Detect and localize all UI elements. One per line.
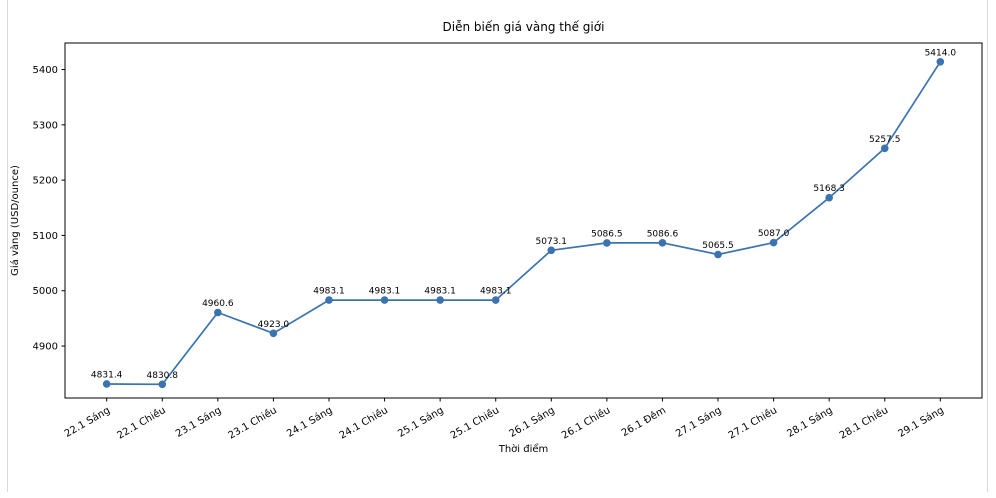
data-point-marker: [269, 329, 278, 338]
y-axis-title: Giá vàng (USD/ounce): [9, 165, 21, 276]
data-point-marker: [714, 250, 722, 259]
x-axis-tick-label: 26.1 Đêm: [619, 404, 668, 439]
x-axis-tick-label: 28.1 Sáng: [785, 404, 835, 440]
data-point-marker: [880, 144, 889, 153]
data-point-marker: [658, 239, 667, 247]
y-axis-tick-label: 5000: [33, 286, 58, 297]
x-axis-tick-label: 25.1 Sáng: [396, 404, 446, 440]
data-point-label: 5086.6: [647, 229, 679, 239]
x-axis-tick-label: 24.1 Chiều: [337, 404, 390, 441]
x-axis-tick-label: 24.1 Sáng: [285, 404, 335, 440]
x-axis-tick-label: 22.1 Chiều: [115, 404, 168, 441]
y-axis-tick-label: 5100: [33, 231, 58, 242]
page-right-edge: [987, 0, 988, 492]
data-point-label: 4983.1: [480, 287, 512, 297]
data-point-marker: [491, 296, 500, 304]
data-point-label: 4923.0: [258, 320, 290, 330]
x-axis-tick-label: 27.1 Chiều: [726, 404, 779, 441]
data-point-label: 5086.5: [591, 229, 623, 239]
data-point-label: 4830.8: [147, 371, 179, 381]
data-point-label: 5087.0: [758, 229, 790, 239]
data-point-label: 4831.4: [91, 370, 123, 380]
y-axis-tick-label: 5200: [33, 176, 58, 187]
data-point-label: 4983.1: [369, 287, 401, 297]
price-line: [106, 61, 942, 386]
x-axis-tick-label: 26.1 Chiều: [560, 404, 613, 441]
y-axis-tick-label: 4900: [33, 342, 58, 353]
x-axis-tick-label: 22.1 Sáng: [62, 404, 112, 440]
data-point-marker: [102, 380, 111, 388]
data-point-marker: [769, 238, 778, 247]
data-point-marker: [158, 380, 167, 389]
data-point-label: 4960.6: [202, 299, 234, 309]
x-axis-tick-label: 25.1 Chiều: [448, 404, 501, 441]
x-axis-title: Thời điểm: [498, 442, 549, 455]
x-axis-tick-label: 28.1 Chiều: [837, 404, 890, 441]
y-axis-tick-label: 5300: [33, 120, 58, 131]
data-point-label: 4983.1: [424, 287, 456, 297]
x-axis-tick-label: 23.1 Sáng: [174, 404, 224, 440]
data-point-marker: [825, 193, 833, 202]
data-point-marker: [547, 246, 556, 255]
data-point-label: 5414.0: [925, 48, 957, 58]
x-axis-tick-label: 27.1 Sáng: [674, 404, 724, 440]
plot-area-border: [64, 42, 983, 399]
data-point-marker: [936, 58, 945, 66]
data-point-marker: [603, 239, 611, 247]
data-point-label: 4983.1: [313, 287, 345, 297]
y-axis-tick-label: 5400: [33, 65, 58, 76]
data-point-marker: [214, 308, 222, 317]
data-point-label: 5065.5: [702, 241, 734, 251]
data-point-label: 5073.1: [536, 237, 568, 247]
data-point-label: 5168.3: [813, 184, 845, 194]
x-axis-tick-label: 26.1 Sáng: [507, 404, 557, 440]
page-left-edge: [7, 0, 8, 492]
x-axis-tick-label: 23.1 Chiều: [226, 404, 279, 441]
data-point-marker: [325, 296, 333, 304]
data-point-marker: [380, 296, 389, 304]
data-point-label: 5257.5: [869, 135, 901, 145]
chart-title: Diễn biến giá vàng thế giới: [443, 20, 605, 34]
data-point-marker: [436, 296, 444, 304]
x-axis-tick-label: 29.1 Sáng: [896, 404, 946, 440]
